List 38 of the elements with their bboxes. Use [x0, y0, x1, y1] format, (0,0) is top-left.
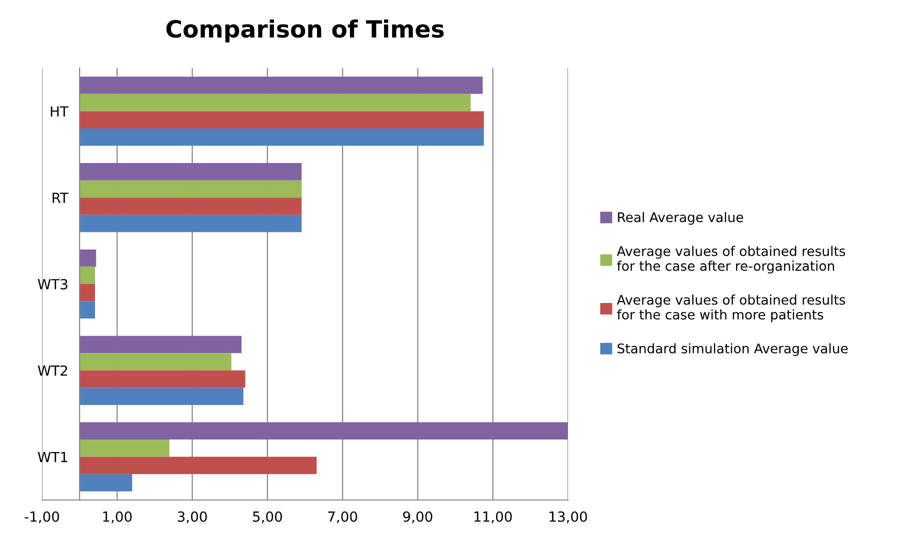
bar [80, 128, 484, 146]
y-tick-label: WT1 [38, 452, 68, 462]
bar [80, 214, 302, 232]
bar [80, 284, 95, 302]
bar [80, 94, 471, 112]
x-tick-label: -1,00 [24, 511, 60, 524]
bar [80, 388, 244, 405]
bar [80, 198, 302, 215]
y-tick-label: HT [50, 106, 68, 116]
x-tick-label: 7,00 [328, 511, 358, 524]
bar [80, 353, 232, 370]
bar [80, 266, 95, 284]
x-tick-label: 3,00 [178, 511, 207, 524]
bar [80, 163, 302, 180]
bar [80, 422, 568, 440]
bar [80, 440, 170, 457]
x-tick-label: 13,00 [550, 511, 587, 524]
bar [80, 180, 302, 198]
legend-label: Standard simulation Average value [618, 343, 848, 356]
y-tick-label: RT [52, 192, 68, 203]
bar [80, 111, 484, 128]
bar [80, 474, 132, 492]
bar [80, 301, 95, 319]
legend-label: Real Average value [618, 212, 744, 225]
x-tick-label: 5,00 [253, 511, 282, 524]
bar [80, 249, 96, 267]
bar [80, 76, 483, 94]
chart-title: Comparison of Times [166, 20, 444, 42]
bar [80, 456, 317, 474]
legend-label: Average values of obtained results for the case with more patients [616, 294, 846, 322]
x-tick-label: 9,00 [403, 511, 432, 524]
legend-label: Average values of obtained results for the case after re-organization [616, 246, 846, 274]
y-tick-label: WT3 [38, 278, 68, 290]
bar [80, 336, 242, 354]
bar [80, 370, 246, 388]
x-tick-label: 11,00 [474, 511, 512, 524]
y-tick-label: WT2 [38, 365, 68, 376]
x-tick-label: 1,00 [103, 511, 132, 524]
